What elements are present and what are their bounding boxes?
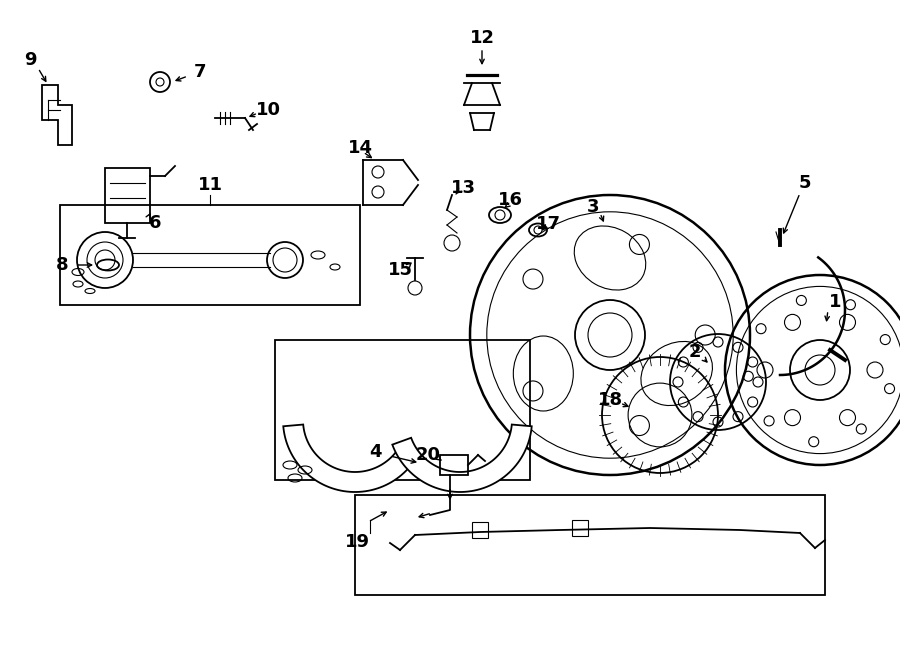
Bar — [275, 340, 530, 480]
Text: 2: 2 — [688, 343, 701, 361]
Text: 3: 3 — [587, 198, 599, 216]
Text: 9: 9 — [23, 51, 36, 69]
Text: 14: 14 — [347, 139, 373, 157]
Text: 20: 20 — [416, 446, 440, 464]
Text: 4: 4 — [369, 443, 382, 461]
Text: 16: 16 — [498, 191, 523, 209]
Polygon shape — [392, 424, 532, 492]
Text: 17: 17 — [536, 215, 561, 233]
Polygon shape — [284, 424, 418, 492]
Text: 15: 15 — [388, 261, 412, 279]
Text: 12: 12 — [470, 29, 494, 47]
Text: 8: 8 — [56, 256, 68, 274]
Text: 10: 10 — [256, 101, 281, 119]
Text: 5: 5 — [799, 174, 811, 192]
Text: 11: 11 — [197, 176, 222, 194]
Text: 19: 19 — [345, 533, 370, 551]
Text: 18: 18 — [598, 391, 623, 409]
Bar — [60, 205, 360, 305]
Bar — [440, 455, 468, 475]
Text: 6: 6 — [148, 214, 161, 232]
Text: 1: 1 — [829, 293, 842, 311]
Bar — [472, 522, 488, 538]
Text: 13: 13 — [451, 179, 475, 197]
Bar — [572, 520, 588, 536]
Text: 7: 7 — [194, 63, 206, 81]
Bar — [105, 168, 150, 223]
Bar — [355, 495, 825, 595]
